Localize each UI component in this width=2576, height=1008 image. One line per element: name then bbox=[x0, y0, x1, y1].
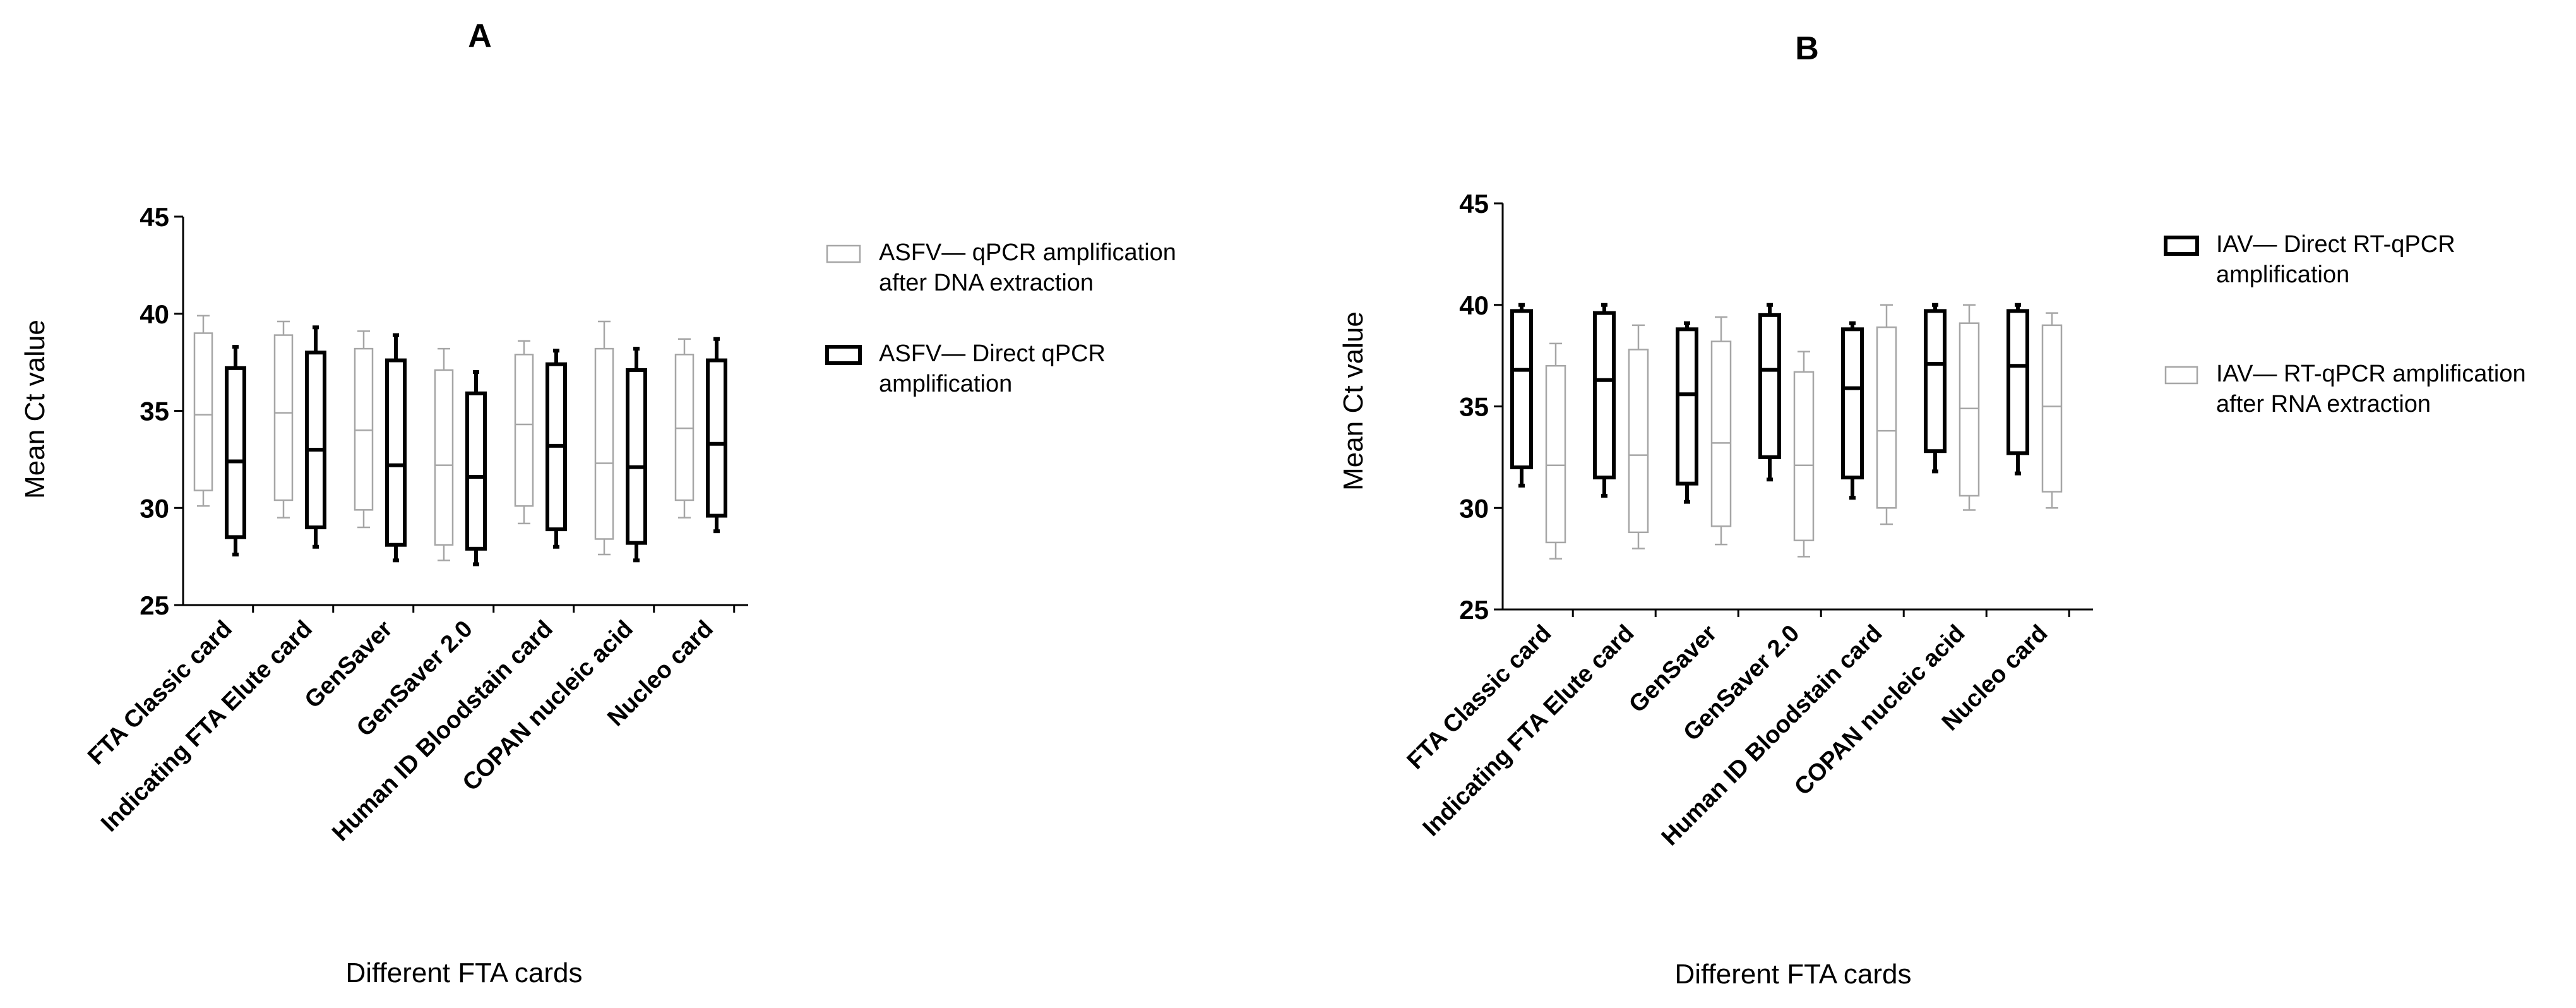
box-plot-a bbox=[546, 349, 567, 549]
legend-label-b: amplification bbox=[2216, 261, 2349, 288]
box-plot-b bbox=[1793, 351, 1815, 558]
box-plot-a bbox=[674, 338, 695, 519]
y-tick-label-b: 45 bbox=[1459, 189, 1489, 219]
box-plot-b bbox=[1593, 303, 1616, 498]
box-plot-a bbox=[706, 337, 727, 534]
box-plot-b bbox=[2007, 303, 2029, 476]
legend-label-a: ASFV— qPCR amplification bbox=[879, 239, 1176, 266]
box-plot-a bbox=[385, 333, 407, 563]
box-iqr bbox=[1593, 311, 1616, 480]
box-iqr bbox=[1924, 309, 1947, 453]
legend-swatch-b bbox=[2164, 366, 2198, 385]
box-plot-b bbox=[1545, 342, 1566, 560]
box-iqr bbox=[385, 358, 407, 547]
y-tick-label-a: 35 bbox=[140, 397, 169, 426]
box-iqr bbox=[1876, 326, 1897, 509]
legend-a: ASFV— qPCR amplification after DNA extrac… bbox=[825, 239, 1176, 397]
y-tick-label-b: 40 bbox=[1459, 291, 1489, 320]
box-iqr bbox=[193, 332, 213, 491]
box-plot-b bbox=[1628, 324, 1649, 549]
box-iqr bbox=[434, 369, 454, 546]
box-iqr bbox=[1758, 313, 1781, 459]
legend-swatch-a bbox=[826, 244, 861, 263]
box-iqr bbox=[706, 358, 727, 518]
x-axis-title-a: Different FTA cards bbox=[346, 957, 583, 988]
box-iqr bbox=[674, 354, 695, 501]
box-plot-a bbox=[594, 320, 614, 556]
box-plot-b bbox=[1510, 303, 1533, 488]
box-iqr bbox=[465, 391, 487, 551]
y-tick-label-a: 30 bbox=[140, 493, 169, 523]
legend-label-b: after RNA extraction bbox=[2216, 391, 2431, 417]
y-tick-label-a: 25 bbox=[140, 591, 169, 620]
legend-label-a: ASFV— Direct qPCR bbox=[879, 340, 1106, 367]
box-plots-b bbox=[1510, 303, 2063, 560]
box-iqr bbox=[1959, 322, 1980, 497]
box-iqr bbox=[514, 354, 534, 507]
box-iqr bbox=[1793, 371, 1815, 541]
box-iqr bbox=[1710, 340, 1732, 527]
box-iqr bbox=[273, 334, 294, 501]
box-plot-b bbox=[1710, 316, 1732, 546]
box-plot-b bbox=[1676, 321, 1698, 504]
box-iqr bbox=[626, 368, 647, 545]
box-plot-a bbox=[225, 345, 246, 557]
box-plot-b bbox=[1959, 304, 1980, 511]
y-tick-label-a: 40 bbox=[140, 299, 169, 329]
box-plots-a bbox=[193, 315, 727, 567]
box-iqr bbox=[1510, 309, 1533, 469]
legend-swatch-b bbox=[2164, 236, 2199, 256]
box-iqr bbox=[1628, 349, 1649, 534]
legend-label-a: amplification bbox=[879, 371, 1012, 397]
box-iqr bbox=[1841, 327, 1864, 480]
box-iqr bbox=[1676, 327, 1698, 486]
box-plot-b bbox=[1841, 321, 1864, 500]
y-tick-label-b: 35 bbox=[1459, 392, 1489, 422]
box-iqr bbox=[2041, 324, 2063, 493]
legend-b: IAV— Direct RT-qPCR amplification IAV— RT-… bbox=[2164, 231, 2526, 417]
box-iqr bbox=[1545, 364, 1566, 544]
legend-label-a: after DNA extraction bbox=[879, 270, 1094, 296]
y-axis-ticks-a: 25 30 35 40 45 bbox=[140, 202, 183, 620]
y-tick-label-b: 30 bbox=[1459, 493, 1489, 523]
legend-label-b: IAV— RT-qPCR amplification bbox=[2216, 361, 2526, 387]
y-axis-title-b: Mean Ct value bbox=[1338, 311, 1369, 491]
box-plot-b bbox=[2041, 312, 2063, 509]
y-axis-ticks-b: 25 30 35 40 45 bbox=[1459, 189, 1503, 625]
box-iqr bbox=[305, 351, 326, 529]
box-plot-a bbox=[434, 347, 454, 561]
legend-swatch-a bbox=[825, 345, 862, 365]
box-plot-a bbox=[354, 330, 374, 529]
box-plot-b bbox=[1924, 303, 1947, 474]
y-tick-label-b: 25 bbox=[1459, 595, 1489, 625]
box-plot-a bbox=[273, 320, 294, 519]
box-iqr bbox=[2007, 309, 2029, 455]
box-iqr bbox=[594, 347, 614, 540]
x-axis-title-b: Different FTA cards bbox=[1675, 959, 1912, 990]
box-plot-a bbox=[626, 347, 647, 563]
box-plot-a bbox=[305, 325, 326, 549]
box-plot-a bbox=[514, 340, 534, 525]
y-tick-label-a: 45 bbox=[140, 202, 169, 232]
legend-label-b: IAV— Direct RT-qPCR bbox=[2216, 231, 2455, 258]
box-plot-b bbox=[1758, 303, 1781, 482]
box-plot-a bbox=[193, 315, 213, 507]
box-iqr bbox=[225, 366, 246, 539]
box-plot-b bbox=[1876, 304, 1897, 525]
box-iqr bbox=[354, 347, 374, 511]
panel-label-a: A bbox=[468, 18, 492, 54]
y-axis-title-a: Mean Ct value bbox=[20, 320, 51, 499]
panel-label-b: B bbox=[1795, 30, 1819, 67]
box-plot-a bbox=[465, 370, 487, 567]
